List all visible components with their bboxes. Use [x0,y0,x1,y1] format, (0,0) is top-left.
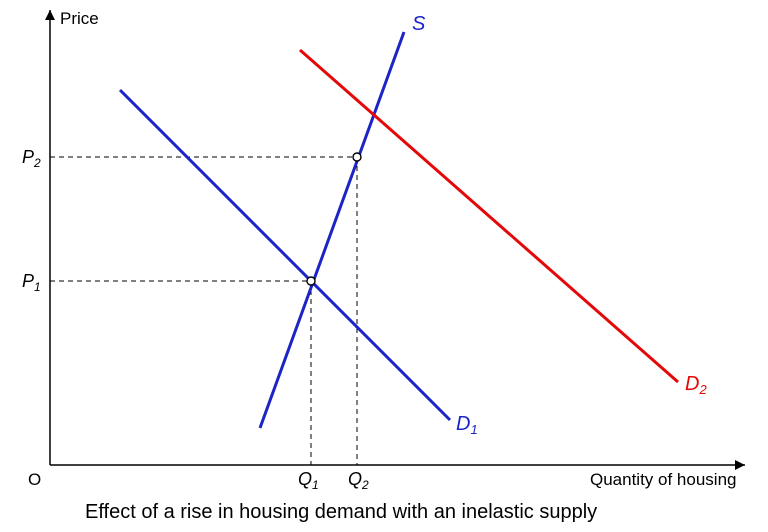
supply-label: S [412,13,426,35]
origin-label: O [28,470,41,489]
econ-diagram: Price Quantity of housing O P1 P2 Q1 Q2 … [0,0,768,532]
guide-lines [50,157,357,465]
equilibrium-e2 [353,153,361,161]
x-axis-label: Quantity of housing [590,470,736,489]
demand1-label: D1 [456,413,478,437]
caption: Effect of a rise in housing demand with … [85,501,597,523]
supply-curve [260,32,404,428]
p1-label: P1 [22,271,41,294]
axes [45,10,745,470]
diagram-svg: Price Quantity of housing O P1 P2 Q1 Q2 … [0,0,768,532]
y-axis-label: Price [60,9,99,28]
y-axis-arrow [45,10,55,20]
curves [120,32,678,428]
x-axis-arrow [735,460,745,470]
q2-label: Q2 [348,469,369,492]
equilibrium-e1 [307,277,315,285]
p2-label: P2 [22,147,41,170]
q1-label: Q1 [298,469,319,492]
demand2-label: D2 [685,373,707,397]
